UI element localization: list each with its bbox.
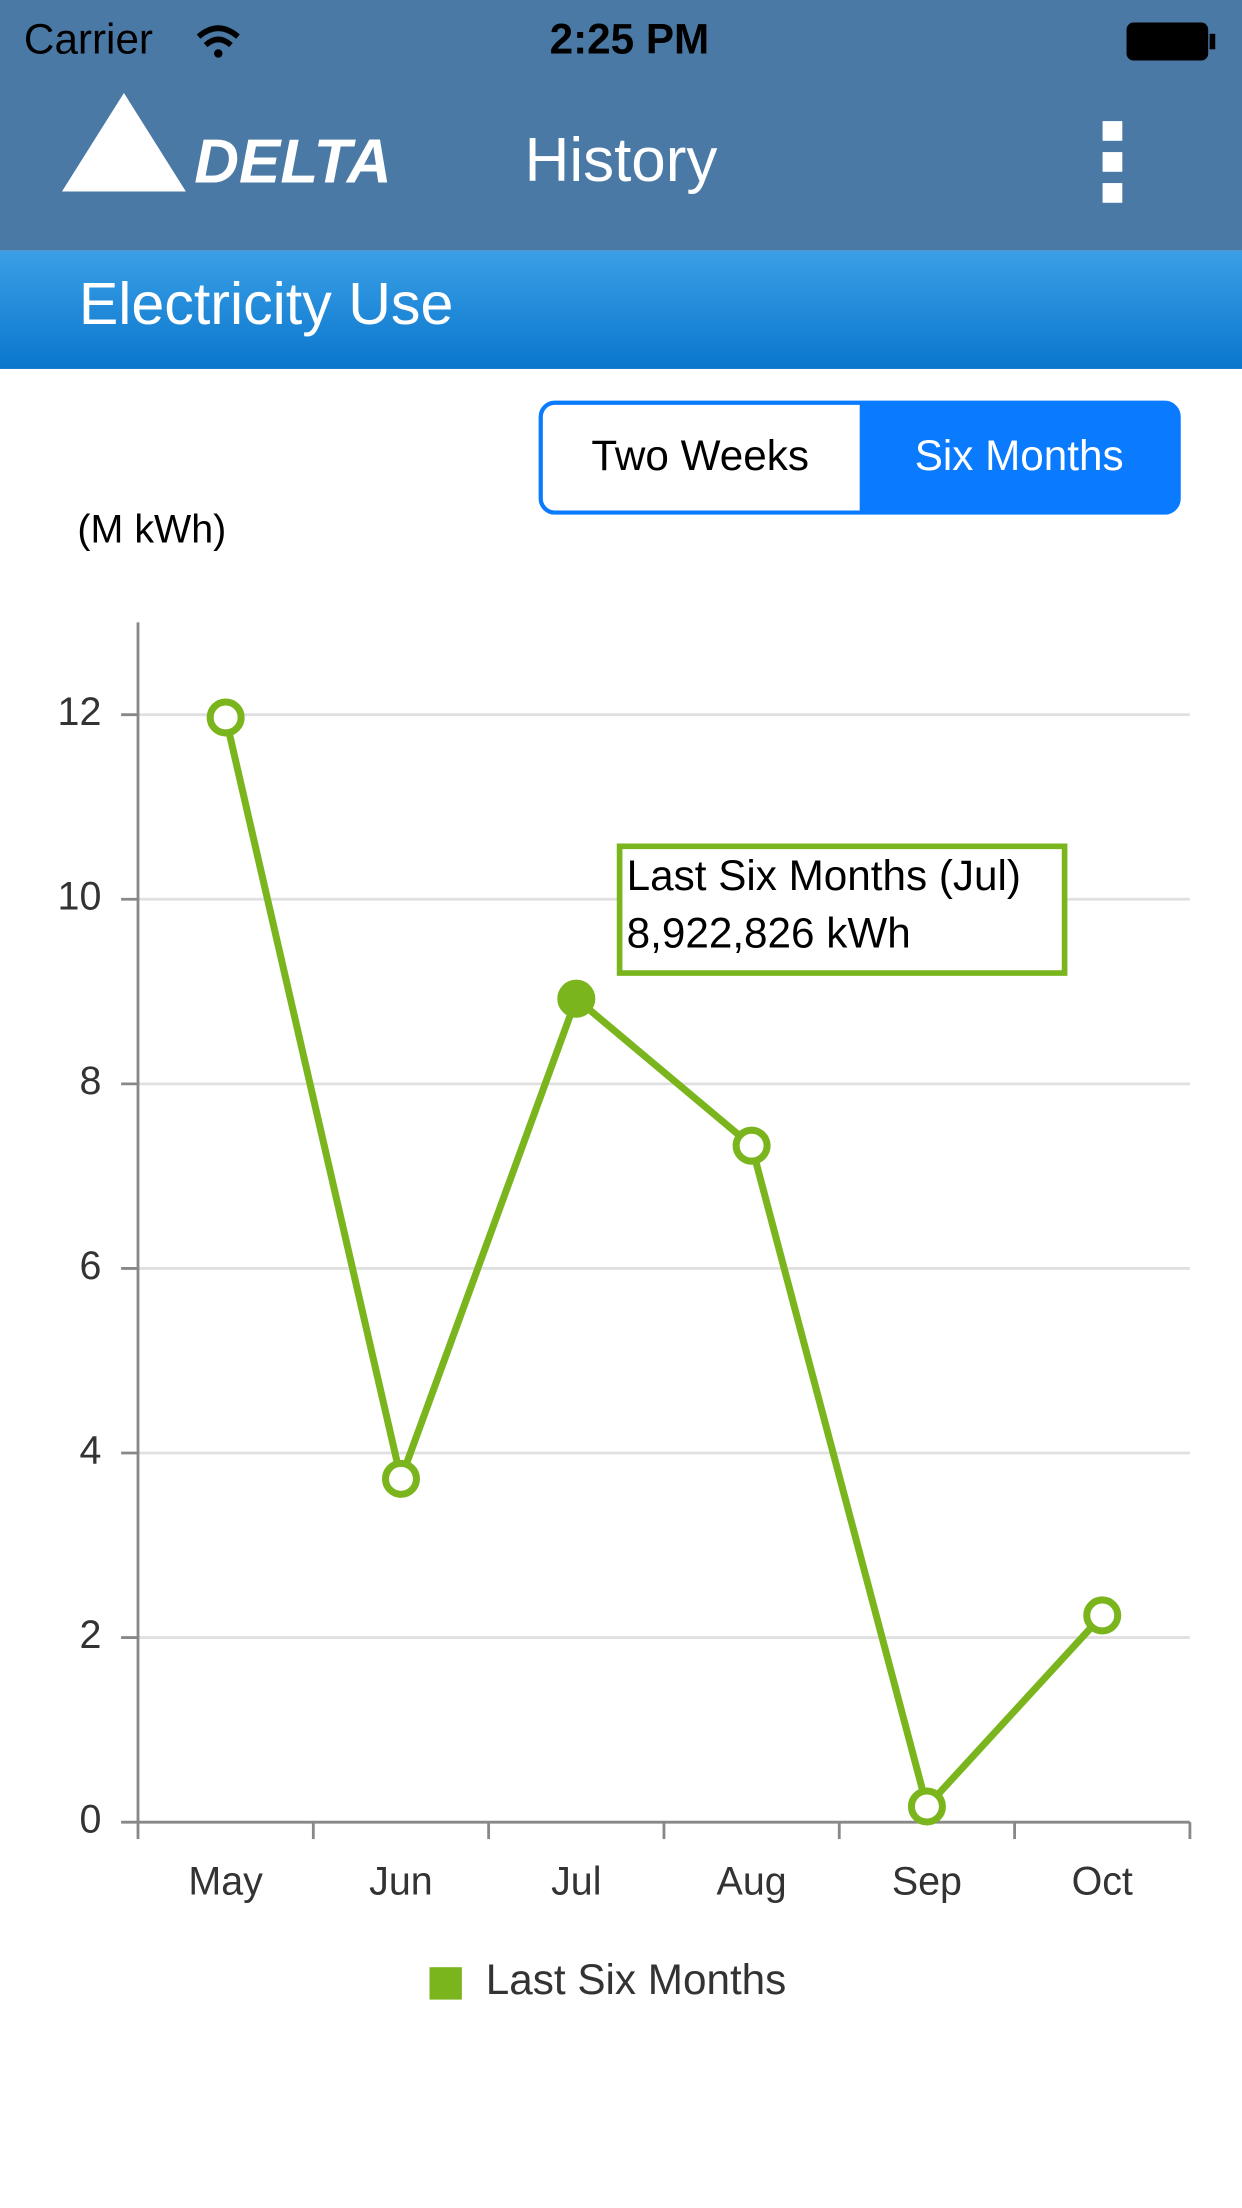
carrier: Carrier bbox=[24, 15, 153, 62]
y-tick-label: 8 bbox=[79, 1059, 101, 1103]
legend-label[interactable]: Last Six Months bbox=[486, 1956, 786, 2003]
nav-title: History bbox=[525, 126, 718, 195]
x-tick-label: Aug bbox=[717, 1860, 787, 1904]
y-tick-label: 10 bbox=[58, 875, 102, 919]
tooltip-box bbox=[616, 843, 1068, 976]
y-tick-label: 2 bbox=[79, 1613, 101, 1657]
segment-label[interactable]: Six Months bbox=[915, 432, 1124, 479]
wifi-icon bbox=[196, 25, 240, 48]
y-tick-label: 4 bbox=[79, 1428, 101, 1472]
x-tick-label: Sep bbox=[892, 1860, 962, 1904]
chart: (M kWh) 0 2 4 6 8 10 12 May Jun Jul Aug Sep Oct Last S… bbox=[58, 508, 1192, 2003]
data-point[interactable] bbox=[206, 698, 245, 737]
y-tick-label: 12 bbox=[58, 690, 102, 734]
battery bbox=[1126, 22, 1209, 61]
y-tick-label: 6 bbox=[79, 1244, 101, 1288]
data-point[interactable] bbox=[732, 1126, 771, 1165]
y-tick-label: 0 bbox=[79, 1798, 101, 1842]
tooltip-text: 8,922,826 kWh bbox=[627, 910, 911, 957]
legend-swatch bbox=[429, 1967, 462, 2000]
data-point[interactable] bbox=[1083, 1596, 1122, 1635]
x-tick-label: Oct bbox=[1072, 1860, 1133, 1904]
segment-label[interactable]: Two Weeks bbox=[591, 432, 809, 479]
x-tick-label: Jul bbox=[551, 1860, 601, 1904]
data-point[interactable] bbox=[381, 1459, 420, 1498]
section-title: Electricity Use bbox=[79, 270, 454, 337]
menu-button[interactable] bbox=[1102, 121, 1123, 203]
logo-text: DELTA bbox=[194, 128, 391, 197]
time: 2:25 PM bbox=[550, 15, 710, 62]
series-line bbox=[222, 716, 1105, 1810]
logo-mark bbox=[61, 92, 186, 192]
battery-tip bbox=[1209, 33, 1216, 50]
segment-selected bbox=[859, 402, 1179, 513]
wifi-dot bbox=[214, 49, 223, 58]
x-tick-label: May bbox=[188, 1860, 263, 1904]
segmented-control: Two Weeks Six Months bbox=[538, 400, 1181, 515]
y-axis-label: (M kWh) bbox=[77, 508, 226, 552]
data-point[interactable] bbox=[557, 979, 596, 1018]
section-bar bbox=[0, 250, 1242, 369]
tooltip-text: Last Six Months (Jul) bbox=[627, 852, 1021, 899]
data-point[interactable] bbox=[907, 1787, 946, 1826]
x-tick-label: Jun bbox=[369, 1860, 433, 1904]
